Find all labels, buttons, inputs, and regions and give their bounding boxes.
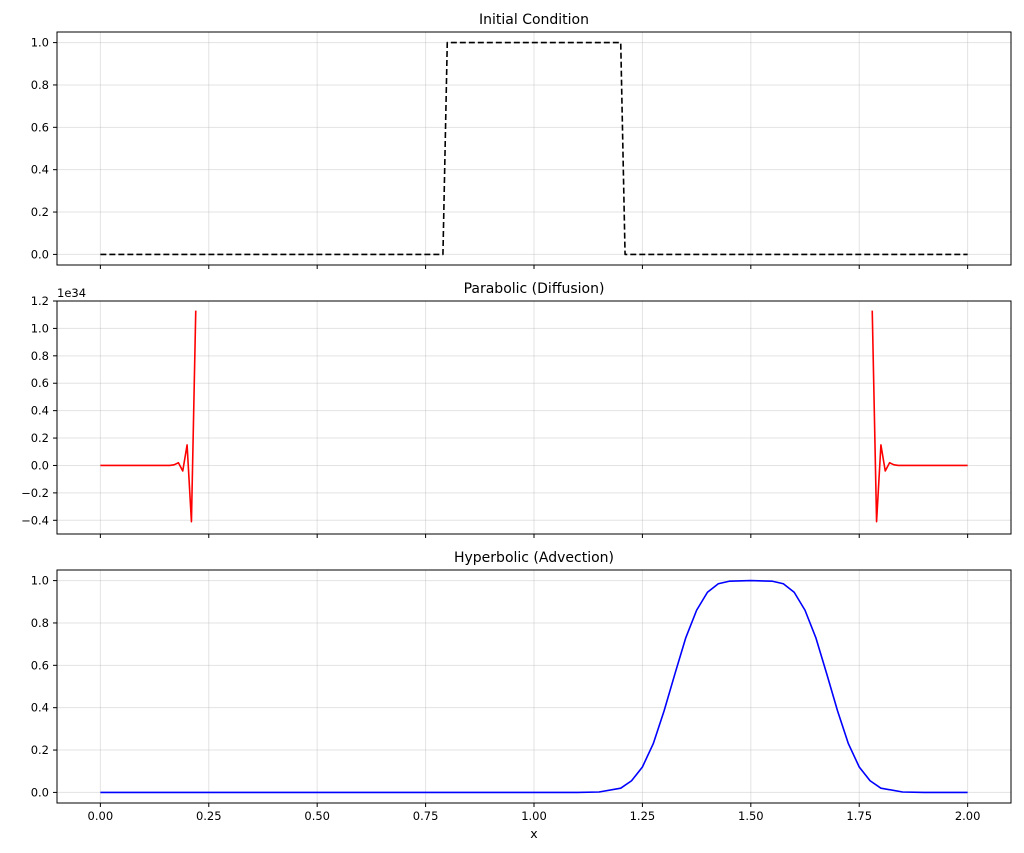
y-tick-label: 0.8 — [31, 349, 49, 363]
y-tick-label: 0.2 — [31, 431, 49, 445]
y-tick-label: 1.0 — [31, 574, 49, 588]
y-tick-label: 0.6 — [31, 376, 49, 390]
x-tick-label: 0.25 — [196, 809, 222, 823]
x-tick-label: 0.75 — [413, 809, 439, 823]
y-tick-label: 0.4 — [31, 404, 49, 418]
x-tick-label: 2.00 — [955, 809, 981, 823]
panel-title: Hyperbolic (Advection) — [454, 550, 614, 566]
y-tick-label: 1.2 — [31, 294, 49, 308]
y-tick-label: 0.8 — [31, 78, 49, 92]
x-tick-label: 1.75 — [846, 809, 872, 823]
y-tick-label: 0.4 — [31, 163, 49, 177]
x-tick-label: 1.50 — [738, 809, 764, 823]
y-tick-label: 1.0 — [31, 321, 49, 335]
panel-title: Initial Condition — [479, 12, 589, 28]
y-tick-label: 0.6 — [31, 658, 49, 672]
y-tick-label: 0.6 — [31, 120, 49, 134]
series-line — [100, 41, 968, 256]
y-offset-label: 1e34 — [57, 286, 86, 300]
y-tick-label: −0.4 — [21, 513, 49, 527]
x-axis-label: x — [530, 826, 537, 841]
y-tick-label: 0.2 — [31, 205, 49, 219]
y-tick-label: 0.0 — [31, 785, 49, 799]
y-tick-label: 1.0 — [31, 36, 49, 50]
y-tick-label: 0.2 — [31, 743, 49, 757]
x-tick-label: 1.00 — [521, 809, 547, 823]
series-line — [100, 310, 968, 523]
y-tick-label: 0.0 — [31, 247, 49, 261]
y-tick-label: 0.0 — [31, 458, 49, 472]
parabolic-diffusion-panel: −0.4 −0.2 0.0 0.2 0.4 0.6 0.8 1.0 1.2 Parabolic (… — [21, 281, 1012, 538]
x-tick-label: 0.50 — [304, 809, 330, 823]
x-tick-label: 0.00 — [88, 809, 114, 823]
initial-condition-panel: 0.0 0.2 0.4 0.6 0.8 1.0 Initial Condition — [31, 12, 1012, 269]
y-tick-label: −0.2 — [21, 486, 49, 500]
y-tick-label: 0.8 — [31, 616, 49, 630]
x-tick-label: 1.25 — [630, 809, 656, 823]
hyperbolic-advection-panel: 0.00 0.25 0.50 0.75 1.00 1.25 1.50 1.75 2.00 0.0 0… — [31, 550, 1012, 841]
y-tick-label: 0.4 — [31, 701, 49, 715]
series-line — [100, 579, 968, 794]
panel-title: Parabolic (Diffusion) — [464, 281, 605, 297]
